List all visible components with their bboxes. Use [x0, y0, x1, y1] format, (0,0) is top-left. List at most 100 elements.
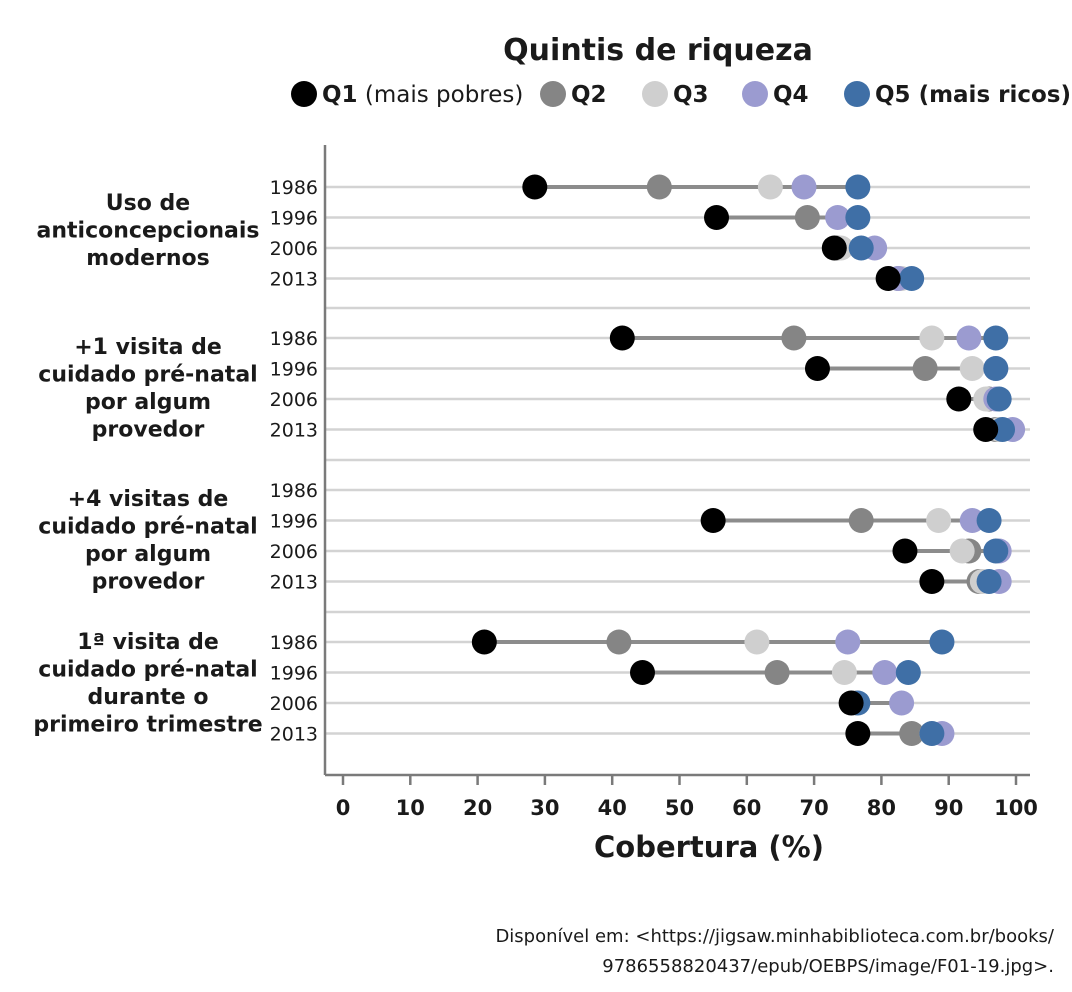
point-q5 [986, 386, 1012, 412]
x-tick-label: 30 [530, 796, 559, 820]
year-label: 2006 [270, 389, 318, 411]
point-q5 [983, 325, 1009, 351]
point-q3 [959, 356, 985, 381]
point-q1 [892, 538, 918, 564]
point-q3 [949, 538, 975, 564]
point-q5 [929, 629, 955, 655]
point-q3 [926, 508, 952, 533]
year-label: 1996 [270, 663, 318, 685]
year-label: 2013 [270, 724, 318, 746]
legend-title: Quintis de riqueza [503, 33, 813, 68]
point-q2 [781, 325, 807, 351]
year-label: 2013 [270, 572, 318, 594]
year-label: 1996 [270, 359, 318, 381]
x-tick-label: 0 [336, 796, 351, 820]
legend-marker-q1 [291, 81, 317, 107]
point-q4 [835, 629, 861, 655]
source-note: Disponível em: <https://jigsaw.minhabibl… [495, 922, 1054, 982]
x-tick-label: 50 [665, 796, 694, 820]
point-q5 [976, 508, 1002, 533]
axes [323, 145, 1030, 777]
year-label: 2006 [270, 238, 318, 260]
point-q3 [919, 325, 945, 351]
x-tick-label: 20 [463, 796, 492, 820]
point-q2 [606, 629, 632, 655]
point-q1 [629, 660, 655, 685]
legend-marker-q4 [742, 81, 768, 107]
point-q1 [821, 235, 847, 261]
legend: Q1 (mais pobres) Q2 Q3 Q4 Q5 (mais ricos) [291, 81, 1071, 108]
legend-marker-q2 [540, 81, 566, 107]
x-ticks: 0 10 20 30 40 50 60 70 80 90 100 [336, 775, 1038, 820]
point-q5 [983, 538, 1009, 564]
year-label: 1986 [270, 632, 318, 654]
legend-item-q3: Q3 [642, 81, 709, 108]
point-q2 [912, 356, 938, 381]
legend-label-q3: Q3 [673, 82, 709, 108]
point-q1 [700, 508, 726, 533]
year-label: 2013 [270, 420, 318, 442]
legend-label-q5: Q5 (mais ricos) [875, 82, 1071, 108]
x-tick-label: 60 [732, 796, 761, 820]
year-label: 2013 [270, 269, 318, 291]
point-q1 [471, 629, 497, 655]
point-q1 [875, 266, 901, 291]
year-label: 1986 [270, 328, 318, 350]
point-q5 [899, 266, 925, 291]
point-q5 [919, 721, 945, 746]
x-tick-label: 100 [994, 796, 1038, 820]
x-tick-label: 70 [799, 796, 828, 820]
source-line-1: Disponível em: <https://jigsaw.minhabibl… [495, 926, 1054, 947]
year-label: 2006 [270, 541, 318, 563]
point-q1 [946, 386, 972, 412]
legend-marker-q3 [642, 81, 668, 107]
point-q2 [794, 205, 820, 230]
point-q2 [848, 508, 874, 533]
legend-item-q2: Q2 [540, 81, 607, 108]
legend-label-q2: Q2 [571, 82, 607, 108]
group-label: +1 visita de cuidado pré-natal por algum pr… [38, 335, 257, 443]
point-q5 [845, 205, 871, 230]
point-q1 [704, 205, 730, 230]
point-q5 [848, 235, 874, 261]
x-tick-label: 10 [396, 796, 425, 820]
point-q3 [831, 660, 857, 685]
gridlines [325, 185, 1030, 735]
legend-label-q1: Q1 (mais pobres) [322, 82, 523, 108]
point-q4 [889, 690, 915, 716]
point-q1 [845, 721, 871, 746]
x-axis-title: Cobertura (%) [594, 830, 824, 864]
point-q4 [872, 660, 898, 685]
point-q5 [895, 660, 921, 685]
point-q4 [791, 174, 817, 200]
point-q3 [744, 629, 770, 655]
point-q1 [919, 569, 945, 594]
group-label: 1ª visita de cuidado pré-natal durante o pr… [33, 630, 262, 738]
point-q1 [609, 325, 635, 351]
legend-item-q5: Q5 (mais ricos) [844, 81, 1071, 108]
point-q5 [976, 569, 1002, 594]
year-label: 1996 [270, 511, 318, 533]
legend-marker-q5 [844, 81, 870, 107]
group-labels: Uso de anticoncepcionais modernos +1 visita… [33, 191, 262, 738]
legend-item-q1: Q1 (mais pobres) [291, 81, 523, 108]
x-tick-label: 80 [867, 796, 896, 820]
year-label: 2006 [270, 693, 318, 715]
point-q1 [522, 174, 548, 200]
group-label: +4 visitas de cuidado pré-natal por algum p… [38, 487, 257, 595]
year-label: 1986 [270, 177, 318, 199]
point-q1 [838, 690, 864, 716]
year-label: 1996 [270, 208, 318, 230]
x-tick-label: 90 [934, 796, 963, 820]
group-label: Uso de anticoncepcionais modernos [37, 191, 260, 271]
point-q3 [757, 174, 783, 200]
point-q4 [956, 325, 982, 351]
point-q1 [804, 356, 830, 381]
year-labels: 1986 1996 2006 2013 1986 1996 2006 2013 1986 1996… [270, 177, 318, 746]
point-q1 [973, 417, 999, 442]
data-points [471, 174, 1026, 746]
point-q2 [646, 174, 672, 200]
point-q5 [845, 174, 871, 200]
legend-item-q4: Q4 [742, 81, 809, 108]
